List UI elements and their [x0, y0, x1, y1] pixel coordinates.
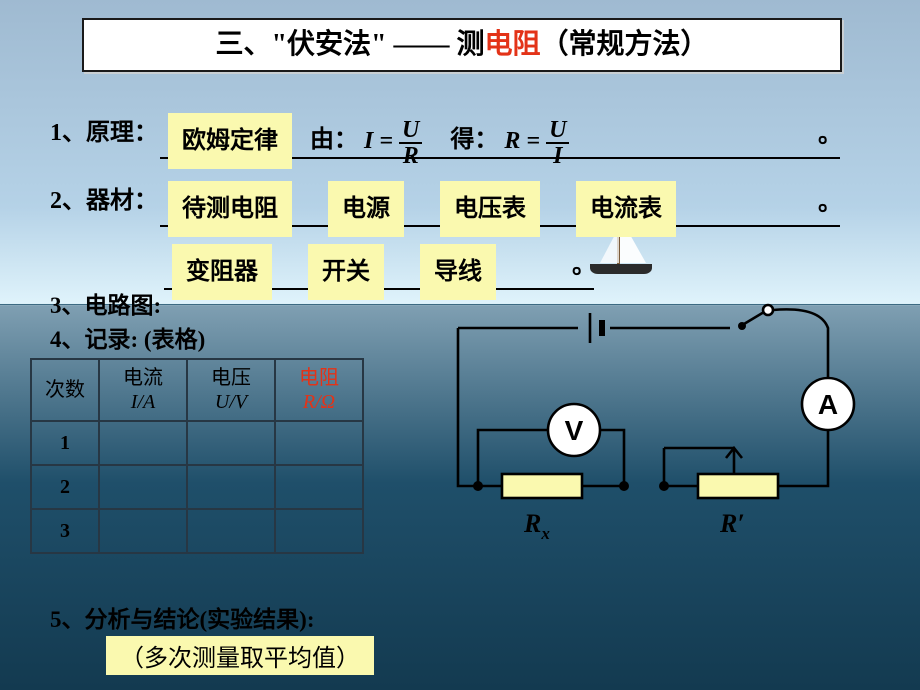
svg-text:A: A [818, 389, 838, 420]
th-i: 电流I/A [99, 359, 187, 421]
title-p3: （常规方法） [541, 29, 709, 60]
eq-item: 电压表 [440, 181, 540, 237]
eq-item: 导线 [420, 244, 496, 300]
content-area: 1、原理： 欧姆定律 由： I = UR 得： R = UI 。 2、器材： 待… [50, 100, 840, 290]
title-p2: 电阻 [485, 29, 541, 60]
eq-item: 电流表 [576, 181, 676, 237]
formula-2: R = UI [504, 115, 569, 167]
svg-text:R′: R′ [719, 509, 745, 538]
sec3-label: 3、电路图: [50, 286, 161, 320]
period: 。 [818, 109, 842, 161]
record-table: 次数 电流I/A 电压U/V 电阻R/Ω 1 2 3 [30, 358, 364, 554]
period: 。 [572, 240, 596, 292]
sec5-label: 5、分析与结论(实验结果): [50, 600, 314, 634]
th-u: 电压U/V [187, 359, 275, 421]
th-r: 电阻R/Ω [275, 359, 363, 421]
svg-text:V: V [565, 415, 584, 446]
sec1-label: 1、原理： [50, 107, 158, 159]
eq-item: 变阻器 [172, 244, 272, 300]
conclusion-tag: （多次测量取平均值） [106, 636, 374, 675]
eq-item: 电源 [328, 181, 404, 237]
eq-item: 开关 [308, 244, 384, 300]
title-p1: 三、"伏安法" —— 测 [215, 29, 484, 60]
sec2-label: 2、器材： [50, 175, 158, 227]
ohm-law-tag: 欧姆定律 [168, 113, 292, 169]
table-row: 2 [31, 465, 363, 509]
svg-text:Rx: Rx [523, 509, 550, 543]
table-row: 1 [31, 421, 363, 465]
get-text: 得： [450, 127, 498, 153]
eq-item: 待测电阻 [168, 181, 292, 237]
th-n: 次数 [31, 359, 99, 421]
period: 。 [818, 177, 842, 229]
circuit-diagram: A V Rx R′ [420, 300, 866, 580]
by-text: 由： [310, 127, 358, 153]
table-row: 3 [31, 509, 363, 553]
formula-1: I = UR [364, 115, 422, 167]
slide-title: 三、"伏安法" —— 测电阻（常规方法） [82, 18, 842, 72]
sec4-label: 4、记录: (表格) [50, 320, 205, 354]
